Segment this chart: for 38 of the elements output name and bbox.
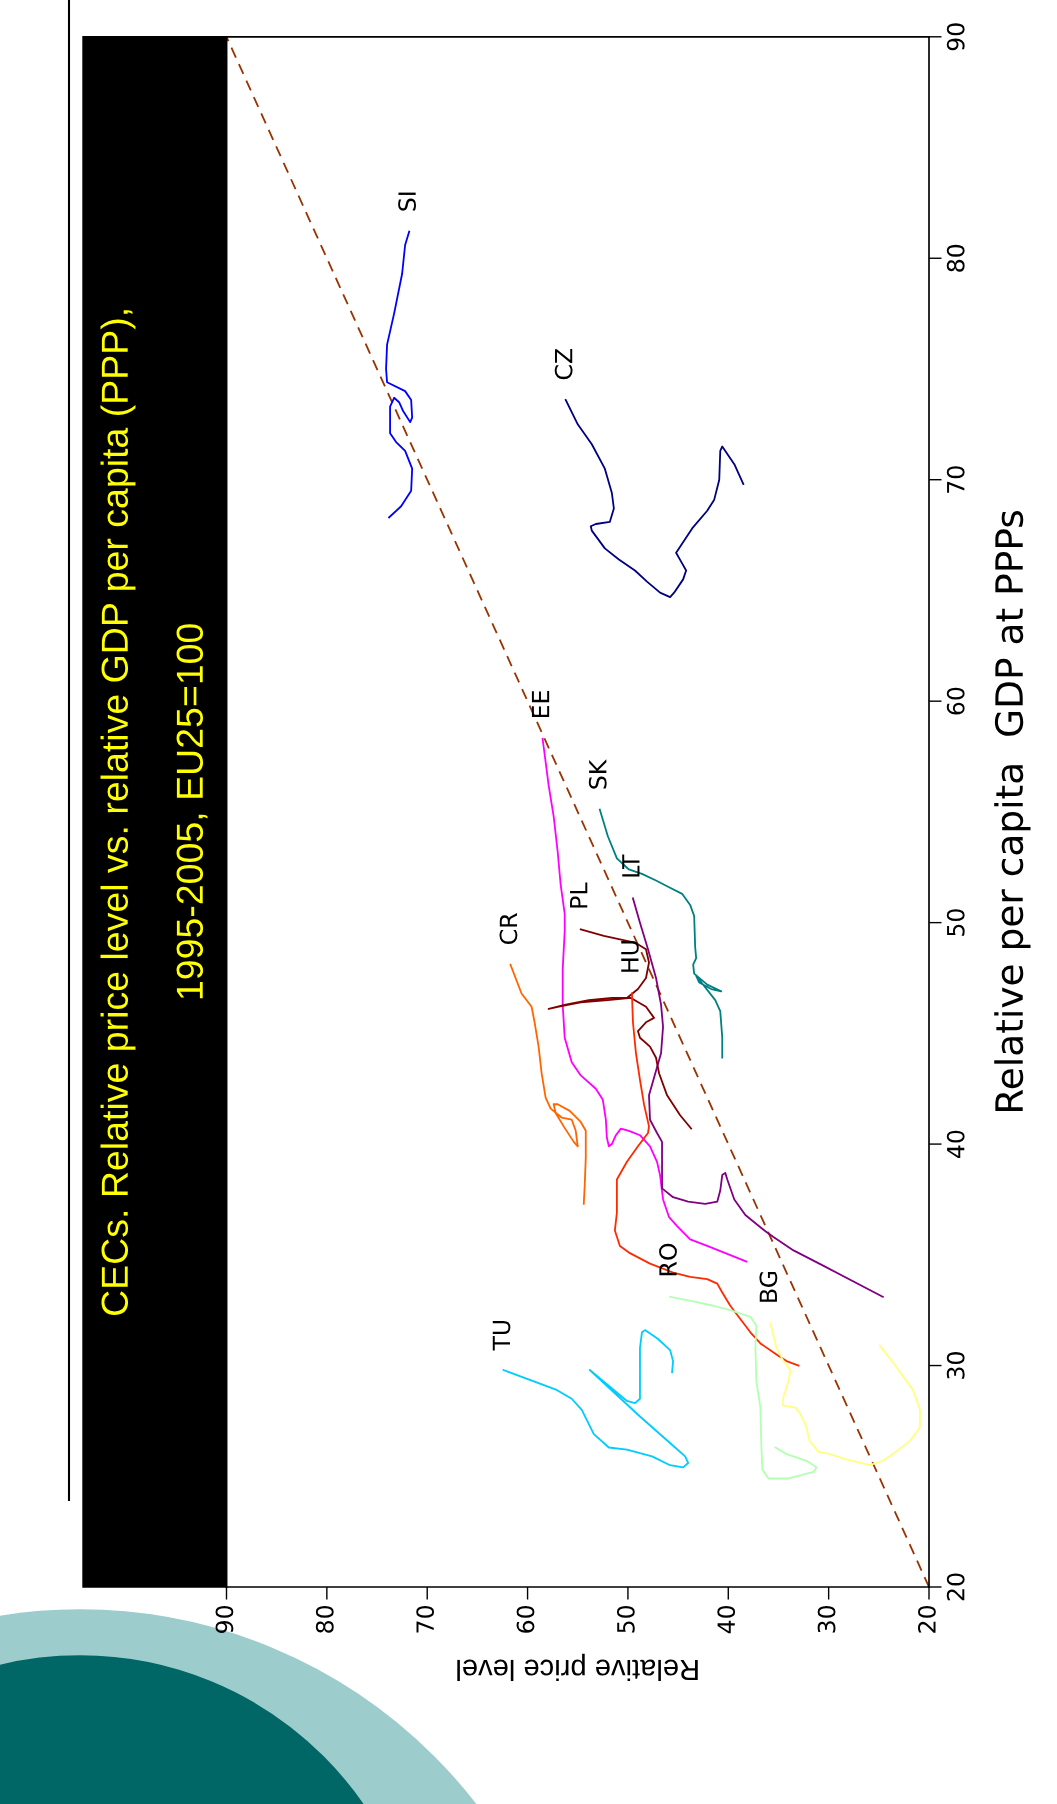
- x-tick-label: 40: [717, 1605, 736, 1634]
- y-tick-label: 80: [946, 244, 965, 272]
- y-tick-label: 50: [946, 909, 965, 936]
- text: HU: [621, 941, 639, 972]
- y-tick-label: 60: [946, 687, 965, 715]
- text: SK: [588, 759, 607, 789]
- x-tick-label: 60: [516, 1605, 535, 1633]
- x-tick-label: 90: [215, 1605, 234, 1633]
- line-series: [547, 928, 693, 1130]
- text: BG: [759, 1271, 778, 1302]
- line-series: [509, 963, 587, 1205]
- line-series: [564, 399, 745, 598]
- y-tick-label: 30: [946, 1352, 965, 1379]
- x-tick-label: 50: [616, 1605, 635, 1633]
- line-series: [769, 1322, 921, 1467]
- y-tick-label: 20: [946, 1573, 965, 1601]
- y-axis-title: Relative per capita GDP at PPPs: [994, 510, 1031, 1111]
- x-tick-label: 80: [315, 1605, 334, 1633]
- x-tick-label: 20: [917, 1605, 936, 1633]
- text: SI: [398, 192, 416, 211]
- line-series: [613, 992, 800, 1367]
- y-tick-label: 90: [946, 23, 965, 51]
- x-tick-label: 30: [817, 1605, 836, 1633]
- y-tick-label: 40: [946, 1130, 965, 1158]
- line-series: [598, 808, 724, 1059]
- text: RO: [659, 1243, 677, 1276]
- text: CR: [499, 913, 518, 944]
- text: 1995-2005, EU25=100: [176, 624, 208, 999]
- text: PL: [570, 882, 588, 908]
- y-tick-label: 70: [946, 466, 965, 493]
- text: CECs. Relative price level vs. relative GDP per capita (PPP),: [100, 310, 136, 1316]
- text: CZ: [554, 348, 573, 380]
- text: EE: [531, 691, 550, 718]
- line-series: [385, 230, 414, 519]
- x-tick-label: 70: [416, 1605, 435, 1633]
- text: TU: [492, 1320, 511, 1351]
- text: LT: [622, 854, 640, 877]
- x-axis-title: Relative price level: [457, 1653, 698, 1682]
